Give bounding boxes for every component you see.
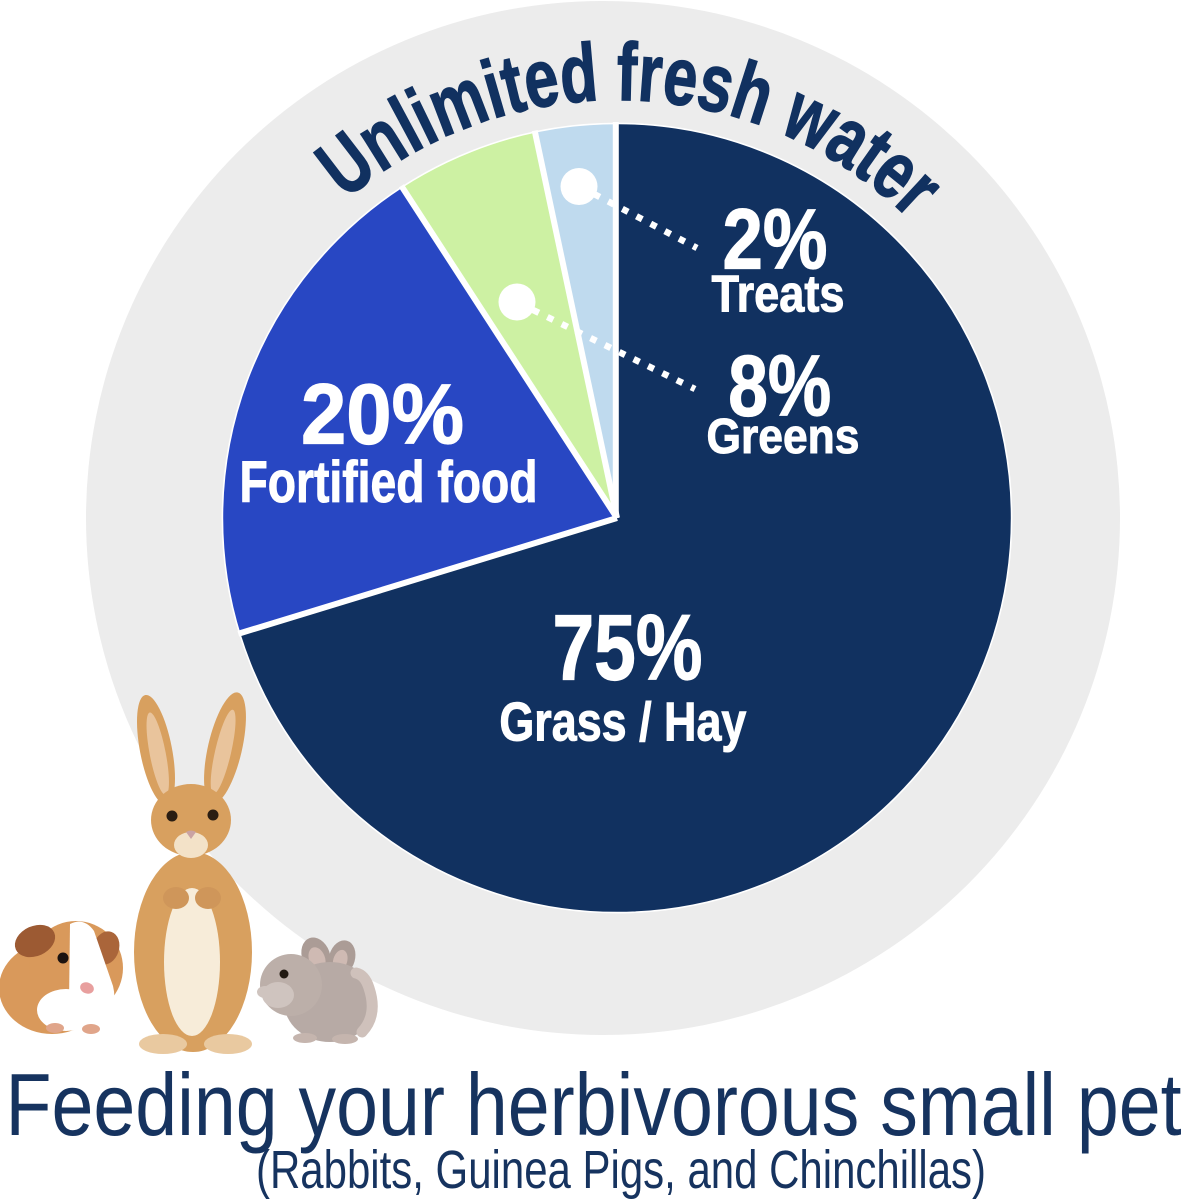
- svg-text:8%: 8%: [728, 338, 831, 434]
- svg-text:Grass / Hay: Grass / Hay: [499, 690, 746, 752]
- svg-text:20%: 20%: [301, 368, 464, 463]
- svg-text:Feeding your herbivorous small: Feeding your herbivorous small pet: [6, 1055, 1182, 1154]
- svg-text:(Rabbits, Guinea Pigs, and Chi: (Rabbits, Guinea Pigs, and Chinchillas): [256, 1140, 986, 1200]
- svg-text:75%: 75%: [553, 596, 703, 700]
- svg-text:Fortified food: Fortified food: [240, 450, 538, 515]
- svg-text:Greens: Greens: [707, 410, 860, 464]
- svg-text:Treats: Treats: [712, 266, 845, 324]
- svg-text:2%: 2%: [723, 193, 828, 288]
